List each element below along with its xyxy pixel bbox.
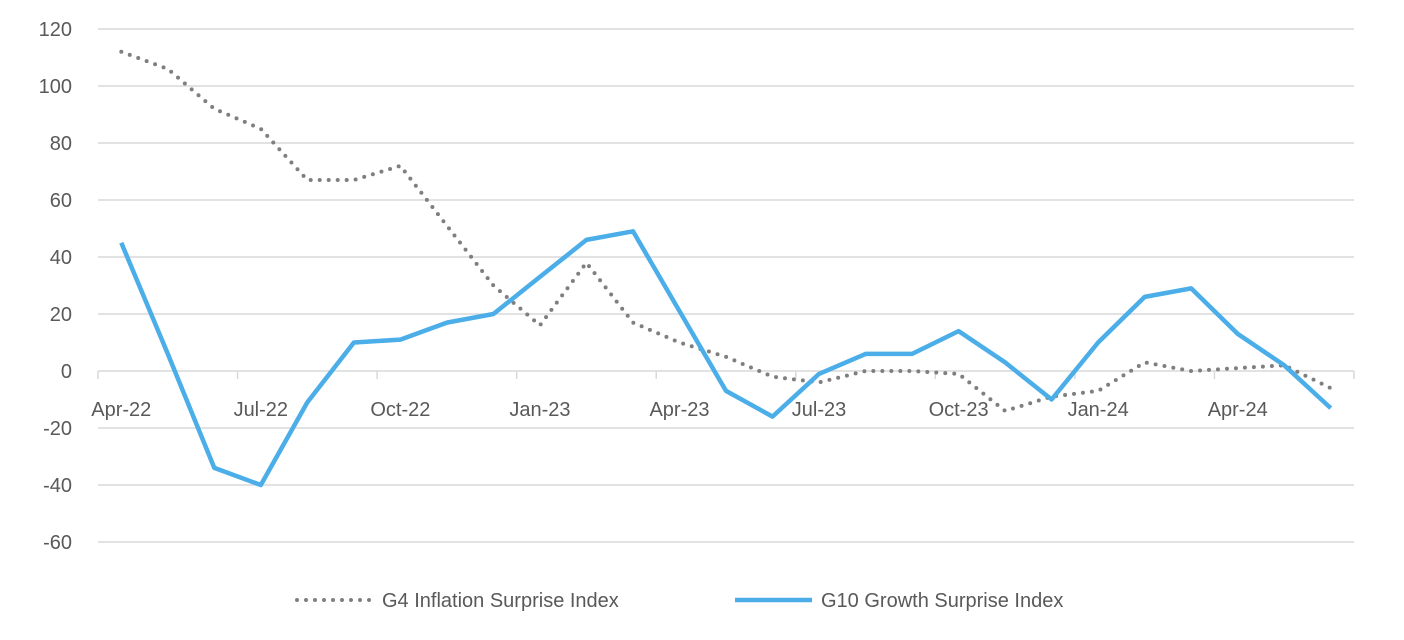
- x-tick-label: Oct-23: [929, 399, 989, 421]
- y-tick-label: 60: [50, 190, 72, 212]
- y-tick-label: -20: [43, 418, 72, 440]
- x-tick-label: Oct-22: [370, 399, 430, 421]
- x-tick-label: Jul-23: [792, 399, 846, 421]
- x-tick-label: Jan-24: [1068, 399, 1129, 421]
- series-line-g4-inflation: [119, 49, 1333, 413]
- x-tick-label: Apr-22: [91, 399, 151, 421]
- legend: G4 Inflation Surprise Index G10 Growth S…: [295, 590, 1063, 612]
- y-tick-label: -40: [43, 475, 72, 497]
- legend-label-g10-growth: G10 Growth Surprise Index: [821, 590, 1063, 612]
- y-tick-label: 0: [61, 361, 72, 383]
- series-lines: [119, 49, 1333, 488]
- x-tick-label: Jan-23: [509, 399, 570, 421]
- y-tick-label: 20: [50, 304, 72, 326]
- y-tick-label: 120: [39, 19, 72, 41]
- y-tick-label: 80: [50, 133, 72, 155]
- gridlines: [98, 28, 1354, 543]
- x-tick-label: Jul-22: [234, 399, 288, 421]
- y-tick-label: 40: [50, 247, 72, 269]
- x-axis: Apr-22 Jul-22 Oct-22 Jan-23 Apr-23 Jul-23 Oct-…: [91, 370, 1355, 421]
- legend-label-g4-inflation: G4 Inflation Surprise Index: [382, 590, 619, 612]
- y-tick-label: -60: [43, 532, 72, 554]
- x-tick-label: Apr-23: [649, 399, 709, 421]
- y-tick-label: 100: [39, 76, 72, 98]
- y-axis-tick-labels: 120 100 80 60 40 20 0 -20 -40 -60: [39, 19, 72, 554]
- x-tick-label: Apr-24: [1208, 399, 1268, 421]
